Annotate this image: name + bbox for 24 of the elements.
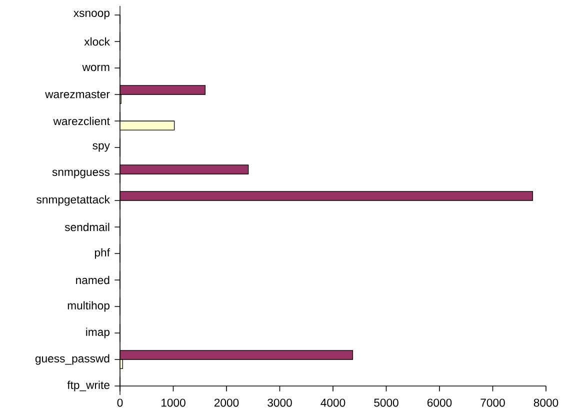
y-tick-label: phf bbox=[94, 248, 110, 259]
y-tick-label: multihop bbox=[68, 301, 110, 312]
x-tick-label: 4000 bbox=[320, 398, 346, 407]
x-tick-label: 1000 bbox=[162, 398, 186, 407]
x-tick-label: 2000 bbox=[214, 398, 239, 407]
y-tick-label: xlock bbox=[84, 37, 110, 46]
y-tick-label: named bbox=[76, 276, 110, 284]
y-tick-label: xsnoop bbox=[74, 10, 110, 20]
y-tick-label: warezclient bbox=[53, 116, 110, 126]
y-tick-label: snmpgetattack bbox=[36, 195, 110, 206]
y-tick-label: ftp_write bbox=[67, 380, 110, 392]
x-tick-label: 8000 bbox=[534, 398, 558, 407]
y-tick-label: warezmaster bbox=[45, 90, 110, 98]
y-tick-label: snmpguess bbox=[52, 170, 110, 178]
y-tick-label: guess_passwd bbox=[35, 354, 110, 365]
y-tick-label: sendmail bbox=[64, 222, 110, 232]
x-tick-label: 3000 bbox=[268, 398, 292, 407]
x-tick-label: 0 bbox=[117, 398, 123, 407]
x-tick-label: 6000 bbox=[427, 398, 452, 407]
y-tick-label: spy bbox=[92, 143, 110, 152]
x-tick-label: 5000 bbox=[374, 398, 398, 407]
x-tick-label: 7000 bbox=[480, 398, 505, 407]
y-tick-label: worm bbox=[82, 64, 110, 72]
y-tick-label: imap bbox=[86, 328, 110, 338]
